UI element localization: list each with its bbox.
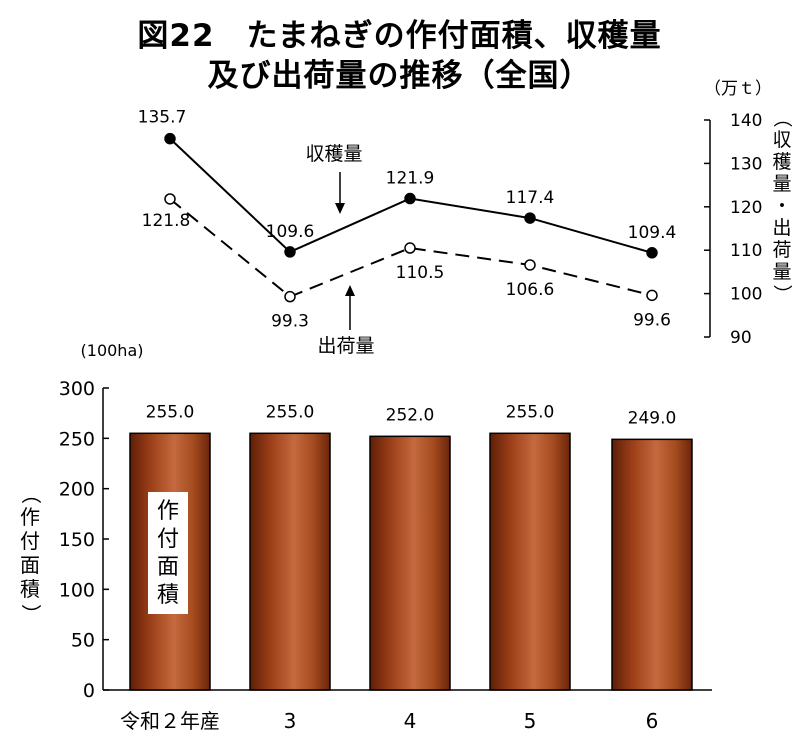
harvest-value-label: 135.7 [138,108,187,128]
harvest-point [646,247,658,259]
harvest-value-label: 121.9 [386,169,435,189]
bar-series-label-char: 面 [157,555,179,580]
right-y-tick-label: 130 [730,154,762,174]
bar-y-axis-title-char: ） [19,604,43,624]
bar-value-label: 255.0 [146,402,195,422]
bar-series-label-box [148,492,188,614]
bar-chart: 300250200150100500(100ha)（作付面積）255.0令和２年… [19,341,712,733]
harvest-value-label: 117.4 [506,188,555,208]
bar-y-tick-label: 150 [59,529,95,551]
bar-y-tick-label: 300 [59,378,95,400]
bar-value-label: 252.0 [386,405,435,425]
right-y-axis-title-char: 量 [772,261,791,283]
shipment-value-label: 99.6 [633,310,671,330]
right-y-unit: （万ｔ） [704,79,772,99]
shipment-point [524,259,536,271]
x-tick-label: 6 [646,709,659,733]
bar [369,435,451,691]
bar-y-axis-title-char: 付 [20,529,40,553]
harvest-series-label: 収穫量 [305,143,362,165]
chart-title-line2: 及び出荷量の推移（全国） [207,58,592,94]
right-y-axis-title-char: 収 [772,129,791,151]
harvest-value-label: 109.6 [266,222,315,242]
x-tick-label: 3 [284,709,297,733]
bar-value-label: 255.0 [506,402,555,422]
right-y-axis-title-char: 量 [772,173,791,195]
shipment-value-label: 121.8 [142,211,191,231]
bar-series-label-char: 作 [157,499,179,524]
harvest-point [524,212,536,224]
bar-series-label-char: 積 [157,583,179,608]
bar [489,432,571,691]
bar [249,432,331,691]
harvest-point [284,246,296,258]
bar-value-label: 255.0 [266,402,315,422]
bar-y-axis-title-char: 作 [20,505,40,529]
right-y-tick-label: 100 [730,285,762,305]
right-y-axis-title-char: 出 [772,217,791,239]
shipment-point [646,289,658,302]
bar-y-axis-title-char: 面 [20,553,40,577]
bar-y-tick-label: 0 [83,680,95,702]
right-y-axis-title-char: ） [771,284,793,303]
shipment-value-label: 110.5 [396,263,445,283]
chart-title-line1: 図22 たまねぎの作付面積、収穫量 [137,18,662,54]
shipment-point [404,242,416,254]
bar-y-tick-label: 50 [71,630,95,652]
shipment-point [284,290,296,303]
right-y-axis-title-char: 荷 [772,239,791,261]
harvest-arrow-head [335,203,345,214]
shipment-arrow-head [345,285,355,296]
shipment-series-label: 出荷量 [317,335,374,357]
bar-y-axis-title-char: 積 [20,577,40,601]
bar-series-label-char: 付 [157,527,179,552]
x-tick-label: 5 [524,709,537,733]
x-tick-label: 令和２年産 [120,709,220,733]
shipment-value-label: 106.6 [506,280,555,300]
right-y-tick-label: 120 [730,198,762,218]
bar-y-axis-title-char: （ [19,484,43,504]
shipment-point [164,193,176,205]
bar [611,438,693,691]
line-chart: 14013012011010090（万ｔ）（収穫量・出荷量）135.7109.6… [138,79,793,357]
harvest-point [164,132,176,145]
harvest-value-label: 109.4 [628,223,677,243]
right-y-tick-label: 90 [730,328,752,348]
bar-y-unit: (100ha) [81,341,144,360]
bar-y-tick-label: 250 [59,428,95,450]
bar-y-tick-label: 100 [59,579,95,601]
right-y-axis-title-char: ・ [772,195,791,217]
shipment-series-line [169,198,653,298]
shipment-value-label: 99.3 [271,312,309,332]
bar-y-tick-label: 200 [59,479,95,501]
right-y-tick-label: 110 [730,241,762,261]
harvest-point [404,192,416,205]
right-y-axis-title-char: 穫 [772,151,791,173]
bar-value-label: 249.0 [628,408,677,428]
right-y-tick-label: 140 [730,111,762,131]
right-y-axis-title-char: （ [771,108,793,127]
x-tick-label: 4 [404,709,417,733]
